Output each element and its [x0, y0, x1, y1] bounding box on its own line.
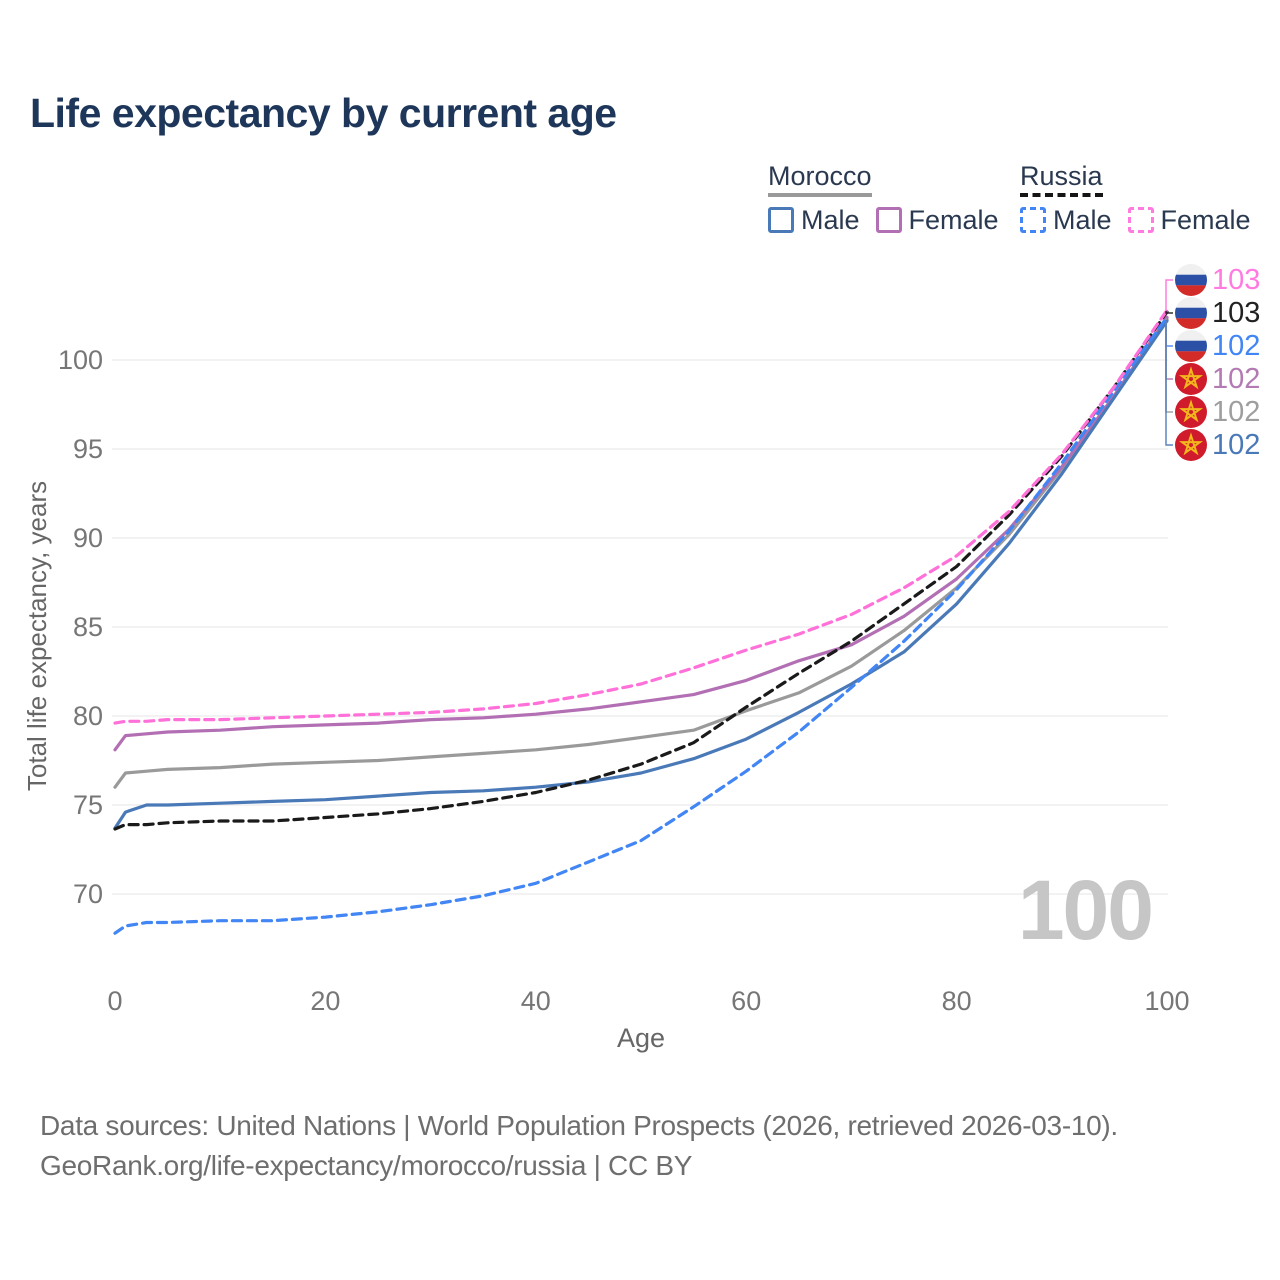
end-label-morocco-female[interactable]: 102 [1165, 316, 1260, 395]
x-tick-60: 60 [731, 986, 761, 1016]
end-value-russia-female: 103 [1212, 264, 1260, 296]
legend-group-morocco: Morocco Male Female [768, 161, 1015, 235]
end-label-russia-male[interactable]: 102 [1165, 316, 1260, 363]
x-axis-title: Age [617, 1023, 665, 1053]
line-russia-male[interactable] [113, 315, 1169, 935]
line-morocco-female[interactable] [113, 315, 1169, 752]
legend-swatch-morocco-female[interactable] [875, 207, 902, 233]
legend-label-morocco-male: Male [801, 205, 860, 235]
callout-connector-morocco-male [1165, 320, 1173, 446]
morocco-flag-icon [1175, 429, 1207, 461]
legend-swatch-russia-female[interactable] [1127, 207, 1154, 233]
end-label-morocco-male[interactable]: 102 [1165, 320, 1260, 461]
end-value-morocco-female: 102 [1212, 363, 1260, 395]
age-watermark: 100 [1017, 863, 1154, 957]
legend-swatch-russia-male[interactable] [1020, 207, 1046, 233]
end-label-russia-both[interactable]: 103 [1165, 297, 1260, 330]
x-tick-80: 80 [942, 986, 972, 1016]
end-value-russia-both: 103 [1212, 297, 1260, 329]
x-tick-40: 40 [521, 986, 551, 1016]
legend-swatch-morocco-male[interactable] [768, 207, 794, 233]
legend-label-morocco-female: Female [908, 205, 999, 235]
y-tick-70: 70 [73, 879, 103, 909]
legend-item-russia-female[interactable]: Female [1127, 205, 1251, 235]
footer-data-sources: Data sources: United Nations | World Pop… [40, 1110, 1118, 1141]
y-tick-100: 100 [58, 345, 103, 375]
russia-flag-icon [1175, 264, 1207, 296]
footer-attribution: GeoRank.org/life-expectancy/morocco/russ… [40, 1150, 693, 1181]
callout-connector-russia-both [1165, 311, 1173, 314]
y-tick-80: 80 [73, 701, 103, 731]
y-tick-95: 95 [73, 434, 103, 464]
line-morocco-male[interactable] [113, 319, 1169, 830]
legend-item-morocco-male[interactable]: Male [768, 205, 860, 235]
end-label-russia-female[interactable]: 103 [1165, 264, 1260, 311]
callout-connector-morocco-female [1165, 316, 1173, 380]
callout-connector-morocco-both [1165, 318, 1173, 413]
y-axis-title: Total life expectancy, years [22, 481, 52, 791]
legend-item-russia-male[interactable]: Male [1020, 205, 1112, 235]
russia-flag-icon [1175, 330, 1207, 362]
y-tick-85: 85 [73, 612, 103, 642]
line-chart: 70 75 80 85 90 95 100 0 20 40 60 80 100 Total life … [22, 264, 1260, 1053]
page-title: Life expectancy by current age [30, 90, 617, 136]
y-tick-90: 90 [73, 523, 103, 553]
x-tick-0: 0 [107, 986, 122, 1016]
legend-item-morocco-female[interactable]: Female [875, 205, 999, 235]
morocco-flag-icon [1175, 396, 1207, 428]
x-axis-tick-labels: 0 20 40 60 80 100 [107, 986, 1189, 1016]
morocco-flag-icon [1175, 363, 1207, 395]
x-tick-100: 100 [1144, 986, 1189, 1016]
legend-group-russia: Russia Male Female [1020, 161, 1267, 235]
callout-connector-russia-female [1165, 279, 1173, 311]
series-lines [113, 308, 1169, 935]
gridlines [112, 359, 1168, 895]
russia-flag-icon [1175, 297, 1207, 329]
end-value-morocco-both: 102 [1212, 396, 1260, 428]
end-label-morocco-both[interactable]: 102 [1165, 318, 1260, 428]
x-tick-20: 20 [310, 986, 340, 1016]
legend-label-russia-female: Female [1160, 205, 1251, 235]
line-russia-both[interactable] [113, 310, 1169, 831]
legend-country-morocco[interactable]: Morocco [768, 161, 872, 197]
legend-label-russia-male: Male [1053, 205, 1112, 235]
y-tick-75: 75 [73, 790, 103, 820]
line-russia-female[interactable] [113, 308, 1169, 725]
footer: Data sources: United Nations | World Pop… [40, 1106, 1118, 1186]
y-axis-tick-labels: 70 75 80 85 90 95 100 [58, 345, 103, 909]
end-value-russia-male: 102 [1212, 330, 1260, 362]
end-value-morocco-male: 102 [1212, 429, 1260, 461]
legend-country-russia[interactable]: Russia [1020, 161, 1103, 197]
